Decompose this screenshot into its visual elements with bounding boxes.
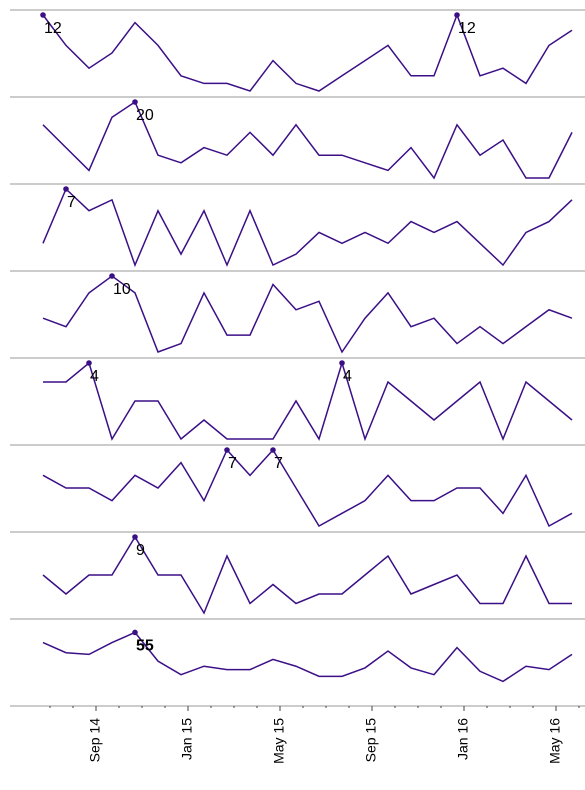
max-marker <box>270 447 276 453</box>
series-line <box>42 12 573 92</box>
max-marker <box>63 186 69 192</box>
value-label: 12 <box>458 20 476 37</box>
max-marker <box>40 12 46 18</box>
x-tick-label: Jan 16 <box>455 718 471 760</box>
max-marker <box>224 447 230 453</box>
x-tick-label: Jan 15 <box>179 718 195 760</box>
max-marker <box>132 99 138 105</box>
value-label: 10 <box>113 281 131 298</box>
max-marker <box>109 273 115 279</box>
value-label: 7 <box>228 455 237 472</box>
max-marker <box>454 12 460 18</box>
x-tick-label: Sep 15 <box>363 718 379 763</box>
value-label: 4 <box>90 368 99 385</box>
value-label: 7 <box>274 455 283 472</box>
series-line <box>42 535 572 615</box>
value-label: 4 <box>343 368 352 385</box>
series-line <box>43 360 573 442</box>
max-marker <box>132 629 138 636</box>
value-label: 7 <box>67 194 76 211</box>
max-marker <box>132 534 138 540</box>
series-line <box>42 100 573 180</box>
series-line <box>42 275 573 354</box>
value-label: 9 <box>136 542 145 559</box>
series-line <box>42 448 573 528</box>
value-label: 55 <box>136 637 154 654</box>
x-tick-label: May 15 <box>271 718 287 764</box>
value-label: 20 <box>136 107 154 124</box>
x-tick-label: May 16 <box>547 718 563 764</box>
series-line <box>42 631 573 683</box>
value-label: 12 <box>44 20 62 37</box>
max-marker <box>339 360 345 366</box>
x-tick-label: Sep 14 <box>87 718 103 763</box>
series-line <box>42 187 573 268</box>
max-marker <box>86 360 92 366</box>
